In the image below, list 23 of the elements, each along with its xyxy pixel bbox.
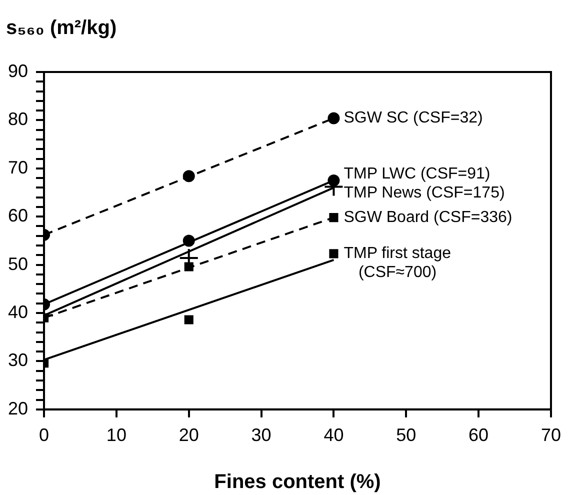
y-tick-label: 60 xyxy=(8,206,28,226)
y-tick-label: 90 xyxy=(8,60,28,81)
y-tick-label: 20 xyxy=(8,398,28,418)
y-tick-label: 50 xyxy=(8,254,28,274)
x-tick-label: 20 xyxy=(178,425,199,446)
series-label: TMP LWC (CSF=91) xyxy=(344,165,490,182)
x-tick-label: 70 xyxy=(540,425,562,446)
series-label: SGW SC (CSF=32) xyxy=(344,110,483,127)
y-tick-label: 40 xyxy=(8,302,28,322)
x-tick-label: 50 xyxy=(396,425,416,446)
y-tick-label: 30 xyxy=(8,350,28,370)
y-tick-label: 70 xyxy=(8,157,28,178)
series-label: SGW Board (CSF=336) xyxy=(344,208,512,226)
x-tick-label: 40 xyxy=(324,425,344,446)
x-axis-title: Fines content (%) xyxy=(214,471,381,493)
series-label: TMP first stage (CSF≈700) xyxy=(344,245,452,282)
x-tick-label: 60 xyxy=(468,425,489,446)
x-tick-label: 10 xyxy=(106,425,126,446)
y-axis-title: s₅₆₀ (m²/kg) xyxy=(6,17,117,39)
series-label: TMP News (CSF=175) xyxy=(344,184,505,202)
x-tick-label: 30 xyxy=(251,425,272,446)
x-tick-label: 0 xyxy=(39,425,50,446)
y-tick-label: 80 xyxy=(8,109,28,130)
